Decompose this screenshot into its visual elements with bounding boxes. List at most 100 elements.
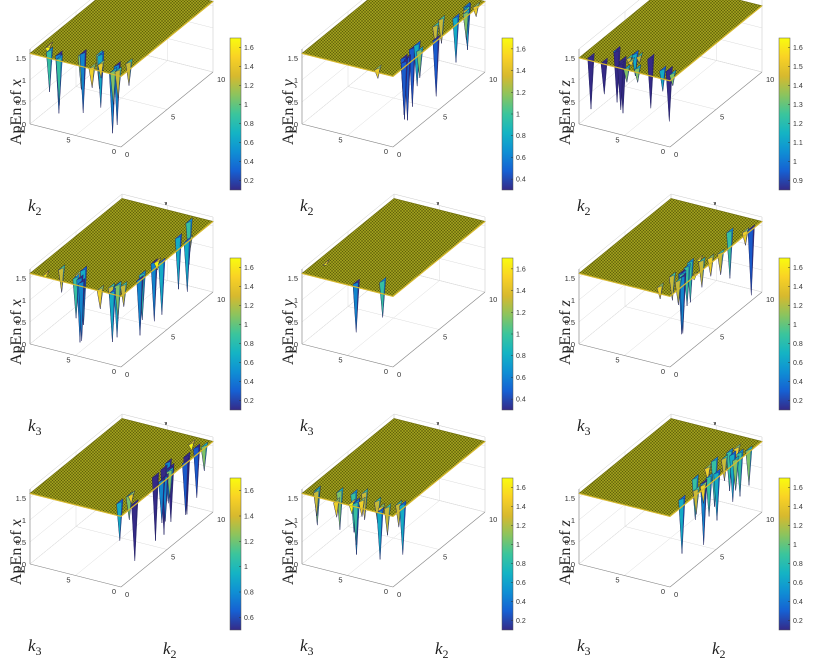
y-tick-label: 5 (615, 136, 619, 145)
surface-dip (352, 281, 359, 333)
x-axis-line (120, 511, 214, 588)
z-tick-label: 1 (571, 516, 575, 525)
z-tick-label: 1 (294, 516, 298, 525)
z-axis-label-prefix: ApEn of (280, 86, 297, 145)
z-tick-label: 0 (22, 120, 26, 129)
y-axis-label: k3 (577, 416, 591, 438)
colorbar-tick-label: 1 (244, 102, 248, 109)
z-tick-label: 0 (294, 120, 298, 129)
z-axis-label-prefix: ApEn of (280, 306, 297, 365)
y-tick-label: 10 (17, 124, 25, 133)
z-tick-label: 0.5 (288, 538, 298, 547)
colorbar-tick-label: 0.4 (793, 379, 803, 386)
colorbar-tick-label: 0.6 (244, 360, 254, 367)
x-axis-label-sub: 2 (443, 647, 449, 661)
y-axis-label: k3 (300, 636, 314, 658)
surface-dip (128, 493, 134, 505)
x-tick-label: 0 (674, 150, 678, 159)
y-axis-label-sub: 2 (308, 204, 314, 218)
y-tick-label: 10 (17, 564, 25, 573)
colorbar-tick-label: 1 (793, 542, 797, 549)
z-tick-label: 1.5 (16, 274, 26, 283)
colorbar-tick-label: 1.4 (793, 504, 803, 511)
y-axis-line (29, 343, 122, 368)
z-axis-label-prefix: ApEn of (557, 306, 574, 365)
z-tick-label: 0 (294, 340, 298, 349)
colorbar-tick-label: 0.8 (244, 121, 254, 128)
surface-dip (636, 55, 642, 64)
z-tick-label: 1.5 (288, 274, 298, 283)
surface-dip (745, 448, 752, 486)
z-axis-label-var: y (280, 78, 297, 88)
y-tick-label: 0 (384, 147, 388, 156)
x-axis-line (669, 291, 763, 368)
surface-dip (678, 497, 685, 554)
floor-grid-line (347, 500, 440, 576)
surface-dip (679, 275, 685, 334)
surface-dip (384, 506, 390, 536)
z-axis-label-var: x (8, 299, 25, 307)
x-axis-line (392, 511, 486, 588)
y-axis-label-sub: 3 (585, 644, 591, 658)
surface-dip (647, 56, 653, 109)
colorbar-tick-label: 0.8 (516, 561, 526, 568)
x-axis-label-main: k (712, 639, 720, 658)
x-tick-label: 5 (720, 113, 724, 122)
surface-dip (623, 67, 629, 83)
colorbar-tick-label: 1.6 (244, 488, 254, 495)
z-axis-label: ApEn of x (8, 299, 25, 365)
surface-dip (379, 280, 385, 318)
z-tick-label: 0.5 (565, 318, 575, 327)
surface-dip (116, 501, 122, 541)
surface-dip (125, 61, 132, 86)
colorbar-tick-label: 1 (516, 112, 520, 119)
surface-edge (301, 220, 486, 298)
x-axis-line (669, 511, 763, 588)
colorbar-tick-label: 0.8 (793, 341, 803, 348)
surface-edge (29, 440, 214, 518)
x-axis-line (669, 71, 763, 148)
z-axis-label: ApEn of z (557, 299, 574, 365)
x-tick-label: 0 (125, 150, 129, 159)
z-axis-label: ApEn of y (280, 518, 297, 585)
surface-dip (72, 276, 79, 319)
y-tick-label: 5 (66, 356, 70, 365)
surface-dip (88, 66, 95, 88)
z-tick-label: 0.5 (16, 98, 26, 107)
surface-dip (399, 503, 405, 555)
colorbar-tick-label: 1.1 (793, 140, 803, 147)
y-axis-label: k3 (28, 636, 42, 658)
x-tick-label: 10 (489, 515, 497, 524)
z-tick-label: 1 (22, 76, 26, 85)
y-axis-label-sub: 3 (308, 424, 314, 438)
surface-panel: (b)00.511.505100510k2k1ApEn of y0.40.60.… (280, 0, 526, 221)
colorbar-tick-label: 1.6 (793, 45, 803, 52)
colorbar (501, 477, 514, 631)
colorbar-tick-label: 1.6 (244, 45, 254, 52)
colorbar-tick-label: 1.6 (516, 46, 526, 53)
z-tick-label: 0.5 (16, 318, 26, 327)
z-tick-label: 1 (571, 76, 575, 85)
y-axis-line (578, 343, 671, 368)
y-axis-label-main: k (300, 196, 308, 215)
surface-dip (150, 261, 157, 322)
surface-dip (726, 230, 732, 279)
surface-dip (634, 67, 640, 83)
floor-grid-line (624, 280, 717, 356)
y-axis-label-main: k (28, 196, 36, 215)
z-tick-label: 1.5 (16, 54, 26, 63)
surface-dip (432, 38, 439, 97)
z-axis-label: ApEn of y (280, 78, 297, 145)
colorbar-tick-label: 0.9 (793, 178, 803, 185)
surface-dip (158, 479, 164, 523)
y-axis-line (578, 563, 671, 588)
surface-edge (301, 440, 486, 518)
x-tick-label: 0 (674, 370, 678, 379)
surface-dip (613, 50, 620, 103)
z-tick-label: 1.5 (565, 54, 575, 63)
colorbar-tick-label: 1 (244, 322, 248, 329)
z-axis-label: ApEn of x (8, 519, 25, 585)
y-axis-label-main: k (28, 636, 36, 655)
y-tick-label: 0 (661, 147, 665, 156)
x-tick-label: 0 (674, 590, 678, 599)
